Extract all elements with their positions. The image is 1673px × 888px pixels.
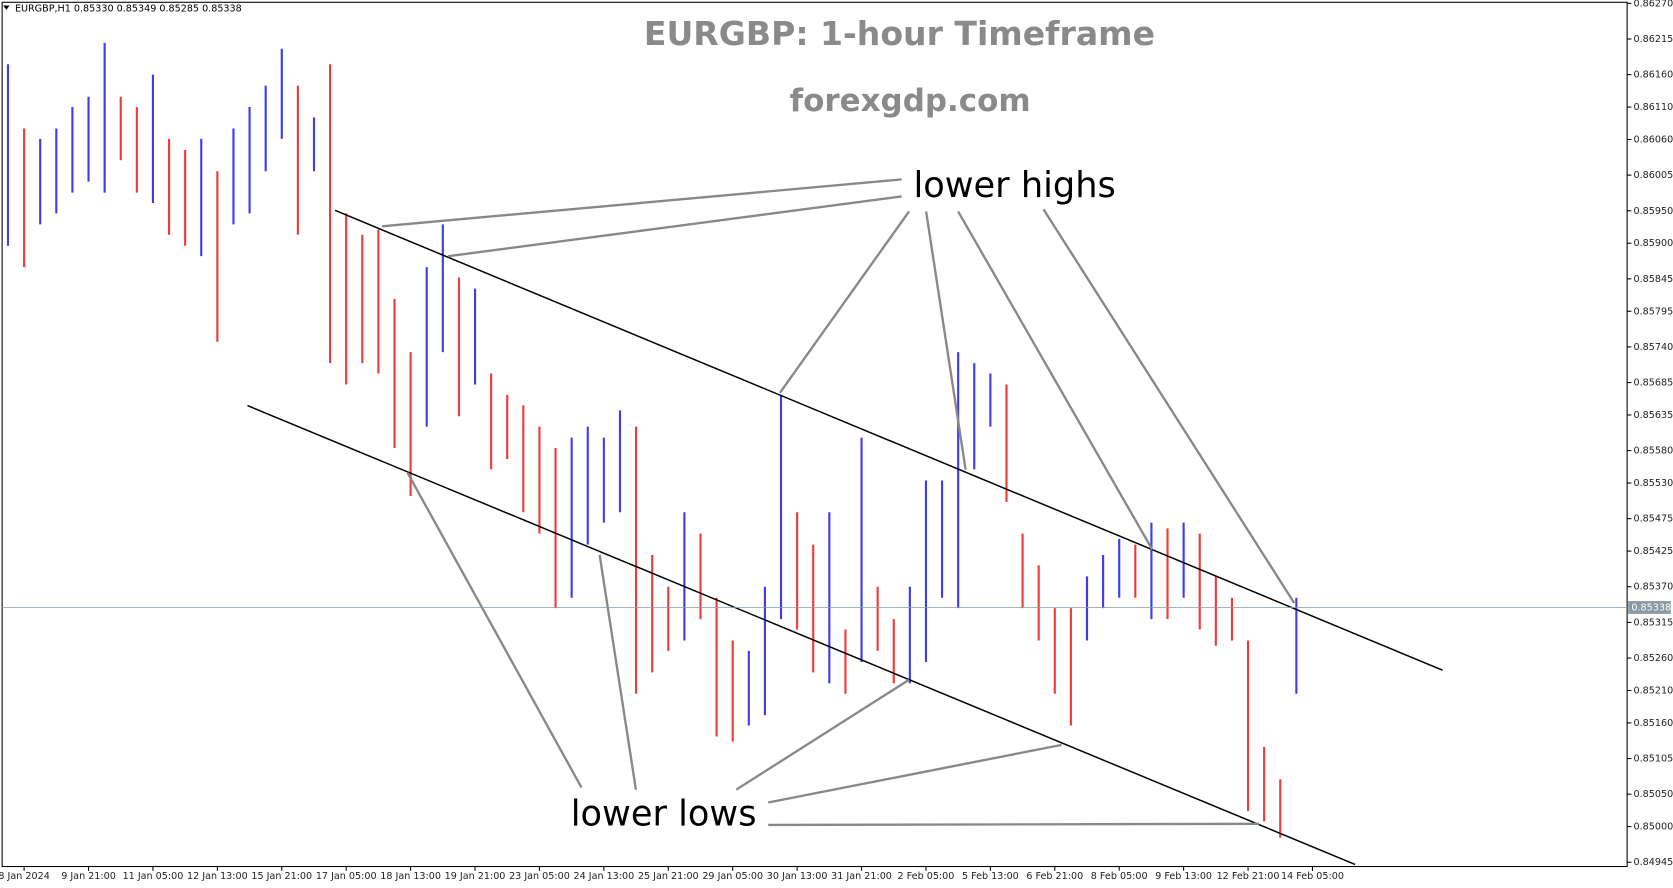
- x-tick-label: 30 Jan 13:00: [767, 871, 828, 882]
- y-tick-label: 0.85105: [1634, 754, 1673, 765]
- pointer: [924, 211, 967, 470]
- pointer: [598, 554, 638, 790]
- last-price-box: [1628, 601, 1671, 614]
- chart-subtitle: forexgdp.com: [790, 83, 1031, 119]
- y-tick-label: 0.85370: [1634, 582, 1673, 593]
- x-tick-label: 11 Jan 05:00: [123, 871, 184, 882]
- price-bars: [6, 42, 1298, 838]
- y-tick-label: 0.85210: [1634, 685, 1673, 696]
- pointer-lines: [381, 178, 1296, 827]
- pointer: [406, 472, 583, 789]
- x-tick-label: 8 Feb 05:00: [1091, 871, 1148, 882]
- y-tick-label: 0.85260: [1634, 653, 1673, 664]
- x-tick-label: 8 Jan 2024: [0, 871, 50, 882]
- y-tick-label: 0.86060: [1634, 134, 1673, 145]
- x-tick-label: 25 Jan 21:00: [638, 871, 699, 882]
- y-tick-label: 0.86160: [1634, 70, 1673, 81]
- x-tick-label: 9 Feb 13:00: [1155, 871, 1212, 882]
- y-tick-label: 0.85530: [1634, 478, 1673, 489]
- x-tick-label: 15 Jan 21:00: [251, 871, 312, 882]
- annotation: lower lows: [571, 793, 757, 834]
- y-tick-label: 0.85845: [1634, 274, 1673, 285]
- y-tick-label: 0.85050: [1634, 789, 1673, 800]
- x-tick-label: 9 Jan 21:00: [61, 871, 116, 882]
- y-tick-label: 0.85740: [1634, 342, 1673, 353]
- y-tick-label: 0.85685: [1634, 378, 1673, 389]
- y-tick-label: 0.86005: [1634, 170, 1673, 181]
- y-tick-label: 0.85950: [1634, 206, 1673, 217]
- pointer: [768, 822, 1260, 827]
- x-tick-label: 24 Jan 13:00: [573, 871, 634, 882]
- x-tick-label: 12 Feb 21:00: [1217, 871, 1280, 882]
- y-tick-label: 0.85475: [1634, 514, 1673, 525]
- menu-arrow: [3, 5, 10, 10]
- x-tick-label: 18 Jan 13:00: [380, 871, 441, 882]
- x-tick-label: 23 Jan 05:00: [509, 871, 570, 882]
- y-tick-label: 0.85635: [1634, 410, 1673, 421]
- pointer: [778, 210, 911, 394]
- x-tick-label: 5 Feb 13:00: [962, 871, 1019, 882]
- chart-title: EURGBP: 1-hour Timeframe: [644, 14, 1155, 53]
- y-tick-label: 0.85580: [1634, 446, 1673, 457]
- y-tick-label: 0.86110: [1634, 102, 1673, 113]
- y-tick-label: 0.84945: [1634, 857, 1673, 868]
- channel-lines: [247, 209, 1443, 866]
- y-tick-label: 0.85000: [1634, 822, 1673, 833]
- pointer: [381, 178, 902, 228]
- y-tick-label: 0.85160: [1634, 718, 1673, 729]
- y-tick-label: 0.86270: [1634, 0, 1673, 9]
- pointer: [957, 210, 1154, 551]
- x-tick-label: 12 Jan 13:00: [187, 871, 248, 882]
- plot-frame: [1, 1, 1628, 868]
- last-price-label: 0.85338: [1631, 602, 1671, 613]
- chart-header: EURGBP,H1 0.85330 0.85349 0.85285 0.8533…: [15, 4, 242, 15]
- y-tick-label: 0.85425: [1634, 546, 1673, 557]
- y-tick-label: 0.85315: [1634, 617, 1673, 628]
- y-tick-label: 0.85795: [1634, 306, 1673, 317]
- y-tick-label: 0.85900: [1634, 238, 1673, 249]
- y-tick-label: 0.86215: [1634, 34, 1673, 45]
- x-tick-label: 6 Feb 21:00: [1026, 871, 1083, 882]
- upper-channel: [334, 209, 1443, 671]
- pointer: [1042, 208, 1296, 604]
- pointer: [735, 678, 910, 791]
- x-tick-label: 17 Jan 05:00: [316, 871, 377, 882]
- x-tick-label: 19 Jan 21:00: [445, 871, 506, 882]
- pointer: [447, 195, 902, 258]
- annotation: lower highs: [913, 165, 1115, 206]
- x-tick-label: 14 Feb 05:00: [1281, 871, 1344, 882]
- x-tick-label: 29 Jan 05:00: [702, 871, 763, 882]
- pointer: [767, 743, 1062, 804]
- x-tick-label: 2 Feb 05:00: [898, 871, 955, 882]
- lower-channel: [247, 404, 1356, 866]
- x-tick-label: 31 Jan 21:00: [831, 871, 892, 882]
